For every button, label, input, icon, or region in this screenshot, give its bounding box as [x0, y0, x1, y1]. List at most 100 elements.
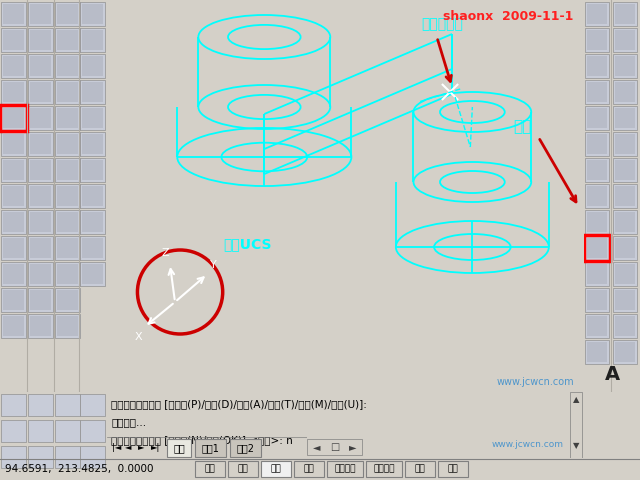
FancyBboxPatch shape: [30, 30, 51, 50]
Text: ▼: ▼: [573, 441, 579, 450]
Text: 捕捉: 捕捉: [205, 465, 216, 473]
Text: 模型: 模型: [447, 465, 458, 473]
FancyBboxPatch shape: [613, 210, 637, 234]
FancyBboxPatch shape: [585, 236, 609, 260]
FancyBboxPatch shape: [80, 106, 105, 130]
FancyBboxPatch shape: [82, 160, 103, 180]
FancyBboxPatch shape: [30, 160, 51, 180]
FancyBboxPatch shape: [3, 82, 24, 102]
FancyBboxPatch shape: [613, 54, 637, 78]
FancyBboxPatch shape: [587, 186, 607, 206]
FancyBboxPatch shape: [1, 262, 26, 286]
FancyBboxPatch shape: [1, 158, 26, 182]
FancyBboxPatch shape: [585, 106, 609, 130]
FancyBboxPatch shape: [82, 82, 103, 102]
FancyBboxPatch shape: [615, 290, 635, 310]
Text: X: X: [134, 332, 142, 342]
FancyBboxPatch shape: [28, 80, 53, 104]
FancyBboxPatch shape: [30, 290, 51, 310]
FancyBboxPatch shape: [613, 106, 637, 130]
FancyBboxPatch shape: [613, 236, 637, 260]
Text: Z: Z: [161, 248, 169, 258]
Text: 选择第一条直线或 [多段线(P)/距离(D)/角度(A)/修剪(T)/方式(M)/多个(U)]:: 选择第一条直线或 [多段线(P)/距离(D)/角度(A)/修剪(T)/方式(M)…: [111, 398, 367, 408]
FancyBboxPatch shape: [82, 4, 103, 24]
FancyBboxPatch shape: [613, 28, 637, 52]
FancyBboxPatch shape: [30, 108, 51, 128]
Text: ►: ►: [138, 443, 145, 452]
FancyBboxPatch shape: [294, 461, 324, 477]
Text: 栅格: 栅格: [237, 465, 248, 473]
FancyBboxPatch shape: [55, 28, 80, 52]
FancyBboxPatch shape: [585, 2, 609, 26]
FancyBboxPatch shape: [585, 80, 609, 104]
FancyBboxPatch shape: [30, 56, 51, 76]
FancyBboxPatch shape: [587, 82, 607, 102]
FancyBboxPatch shape: [82, 30, 103, 50]
FancyBboxPatch shape: [55, 210, 80, 234]
FancyBboxPatch shape: [1, 2, 26, 26]
FancyBboxPatch shape: [57, 212, 78, 232]
Text: 94.6591,  213.4825,  0.0000: 94.6591, 213.4825, 0.0000: [5, 464, 154, 474]
FancyBboxPatch shape: [1, 236, 26, 260]
Text: 布局1: 布局1: [202, 443, 220, 453]
Text: Y: Y: [210, 260, 217, 270]
FancyBboxPatch shape: [587, 316, 607, 336]
FancyBboxPatch shape: [80, 262, 105, 286]
FancyBboxPatch shape: [55, 446, 80, 468]
FancyBboxPatch shape: [1, 80, 26, 104]
FancyBboxPatch shape: [613, 158, 637, 182]
Text: ▲: ▲: [573, 395, 579, 404]
FancyBboxPatch shape: [30, 82, 51, 102]
Text: A: A: [604, 364, 620, 384]
FancyBboxPatch shape: [366, 461, 402, 477]
FancyBboxPatch shape: [1, 54, 26, 78]
FancyBboxPatch shape: [615, 238, 635, 258]
FancyBboxPatch shape: [587, 134, 607, 154]
FancyBboxPatch shape: [1, 28, 26, 52]
FancyBboxPatch shape: [615, 264, 635, 284]
FancyBboxPatch shape: [55, 54, 80, 78]
FancyBboxPatch shape: [55, 262, 80, 286]
Text: □: □: [330, 442, 340, 452]
Text: 对象追踪: 对象追踪: [373, 465, 395, 473]
FancyBboxPatch shape: [28, 420, 53, 442]
FancyBboxPatch shape: [585, 262, 609, 286]
FancyBboxPatch shape: [28, 262, 53, 286]
FancyBboxPatch shape: [82, 212, 103, 232]
Text: ►: ►: [349, 442, 356, 452]
FancyBboxPatch shape: [3, 212, 24, 232]
FancyBboxPatch shape: [615, 30, 635, 50]
FancyBboxPatch shape: [57, 238, 78, 258]
FancyBboxPatch shape: [30, 238, 51, 258]
Text: 倒角: 倒角: [513, 120, 531, 134]
FancyBboxPatch shape: [1, 314, 26, 338]
Text: 对象捕捉: 对象捕捉: [334, 465, 356, 473]
FancyBboxPatch shape: [80, 420, 105, 442]
Text: 线宽: 线宽: [415, 465, 426, 473]
FancyBboxPatch shape: [228, 461, 258, 477]
FancyBboxPatch shape: [57, 134, 78, 154]
FancyBboxPatch shape: [587, 342, 607, 362]
Text: 基面选择...: 基面选择...: [111, 417, 146, 427]
Text: 正交: 正交: [271, 465, 282, 473]
FancyBboxPatch shape: [82, 264, 103, 284]
FancyBboxPatch shape: [82, 134, 103, 154]
FancyBboxPatch shape: [1, 394, 26, 416]
FancyBboxPatch shape: [80, 80, 105, 104]
FancyBboxPatch shape: [57, 316, 78, 336]
FancyBboxPatch shape: [1, 446, 26, 468]
FancyBboxPatch shape: [3, 264, 24, 284]
FancyBboxPatch shape: [30, 264, 51, 284]
FancyBboxPatch shape: [613, 2, 637, 26]
FancyBboxPatch shape: [585, 340, 609, 364]
FancyBboxPatch shape: [28, 288, 53, 312]
FancyBboxPatch shape: [28, 184, 53, 208]
FancyBboxPatch shape: [615, 316, 635, 336]
FancyBboxPatch shape: [55, 420, 80, 442]
Text: 模型: 模型: [173, 443, 185, 453]
FancyBboxPatch shape: [570, 392, 582, 458]
FancyBboxPatch shape: [80, 132, 105, 156]
FancyBboxPatch shape: [327, 461, 363, 477]
FancyBboxPatch shape: [80, 394, 105, 416]
FancyBboxPatch shape: [55, 80, 80, 104]
